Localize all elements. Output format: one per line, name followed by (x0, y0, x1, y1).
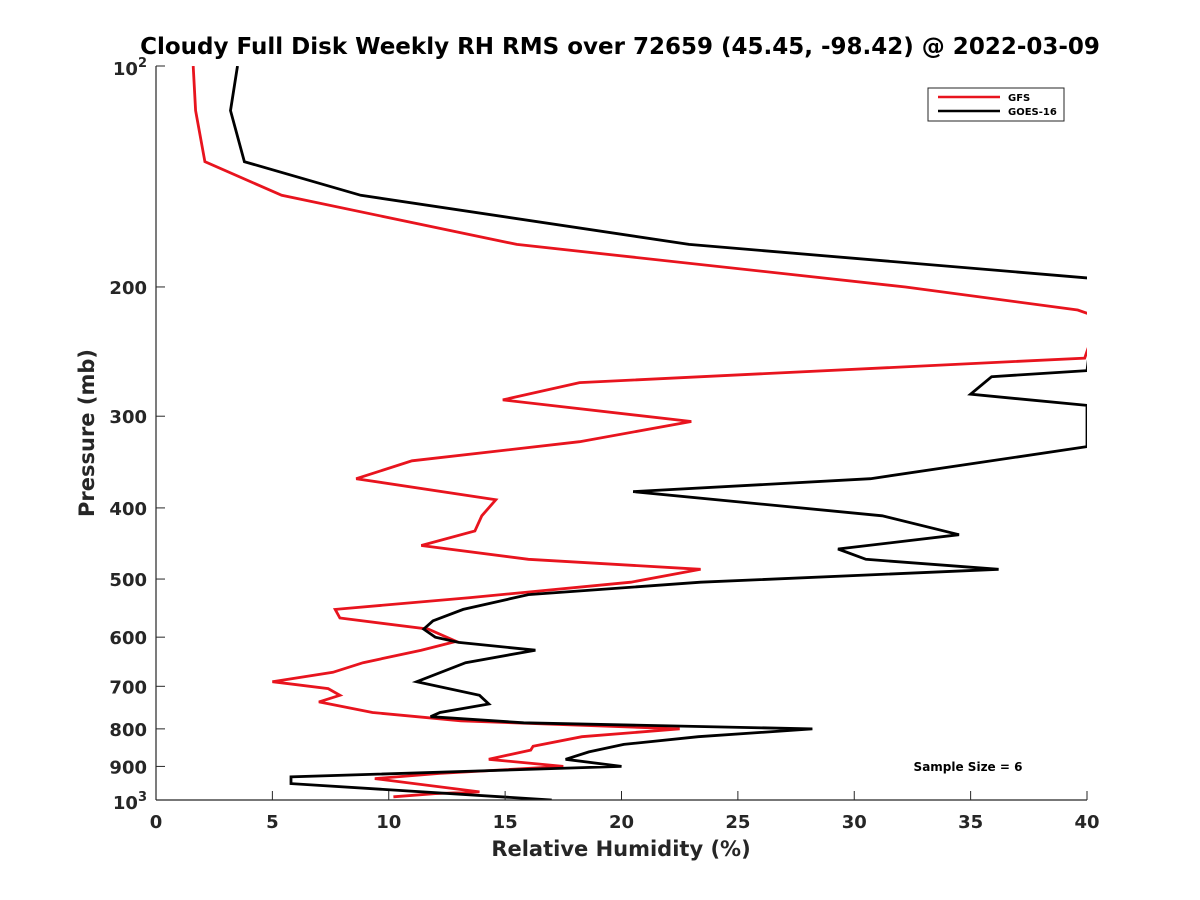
y-tick-label: 200 (109, 278, 147, 299)
legend-label-gfs: GFS (1008, 93, 1030, 104)
x-tick-label: 25 (725, 812, 750, 833)
legend: GFS GOES-16 (927, 87, 1065, 122)
x-axis-label: Relative Humidity (%) (491, 837, 750, 861)
x-tick-label: 35 (958, 812, 983, 833)
chart-title: Cloudy Full Disk Weekly RH RMS over 7265… (140, 34, 1100, 60)
x-tick-label: 30 (842, 812, 867, 833)
x-tick-label: 40 (1074, 812, 1099, 833)
x-tick-label: 0 (150, 812, 163, 833)
y-tick-label: 300 (109, 407, 147, 428)
x-tick-label: 10 (376, 812, 401, 833)
y-tick-label: 800 (109, 720, 147, 741)
y-tick-label: 400 (109, 499, 147, 520)
series-layer (191, 66, 1087, 800)
x-tick-label: 20 (609, 812, 634, 833)
y-axis-label: Pressure (mb) (75, 349, 99, 517)
x-ticks: 0 5 10 15 20 25 30 35 40 (150, 791, 1100, 833)
series-line-gfs (191, 66, 1087, 799)
sample-size-annotation: Sample Size = 6 (914, 760, 1023, 774)
y-tick-label: 600 (109, 628, 147, 649)
y-tick-label: 700 (109, 677, 147, 698)
y-tick-label: 900 (109, 757, 147, 778)
x-tick-label: 15 (493, 812, 518, 833)
y-tick-label: 103 (113, 790, 147, 814)
legend-box (927, 87, 1065, 122)
y-tick-label: 500 (109, 570, 147, 591)
x-tick-label: 5 (266, 812, 279, 833)
y-tick-label: 102 (113, 56, 147, 80)
legend-label-goes-16: GOES-16 (1008, 107, 1057, 118)
series-line-goes-16 (229, 66, 1087, 800)
